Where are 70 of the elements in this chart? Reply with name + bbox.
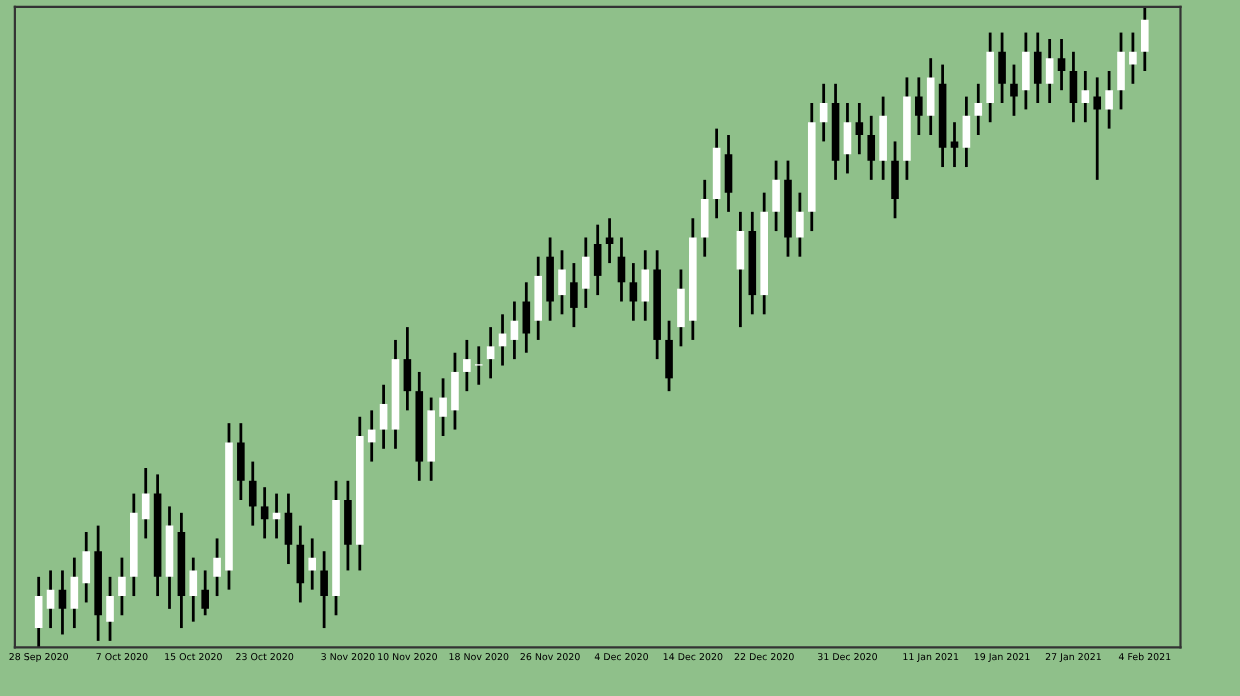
candlestick xyxy=(1069,50,1078,124)
candlestick xyxy=(213,537,221,598)
candlestick xyxy=(1129,31,1137,86)
candlestick xyxy=(974,82,983,137)
candlestick xyxy=(118,556,126,617)
candlestick xyxy=(510,300,519,361)
candlestick xyxy=(534,255,543,342)
candlestick xyxy=(772,159,780,233)
candlestick xyxy=(581,236,590,310)
candlestick xyxy=(522,280,531,355)
candlestick xyxy=(141,466,150,540)
candlestick xyxy=(58,569,67,636)
candlestick xyxy=(570,261,578,329)
candlestick xyxy=(284,492,293,566)
candlestick xyxy=(879,95,887,182)
candlestick xyxy=(593,223,602,297)
candlestick xyxy=(546,236,554,323)
candlestick xyxy=(736,210,745,329)
candlestick xyxy=(403,325,412,412)
candlestick xyxy=(1010,63,1018,118)
candlestick xyxy=(367,408,376,463)
candlestick xyxy=(1022,31,1030,111)
candlestick xyxy=(439,376,447,438)
candlestick xyxy=(819,82,828,143)
candlestick xyxy=(950,120,959,169)
candlestick xyxy=(1140,5,1149,73)
candlestick xyxy=(926,56,935,137)
candlestick xyxy=(106,575,114,643)
candlestick xyxy=(855,101,864,156)
candlestick xyxy=(617,236,626,303)
candlestick xyxy=(260,485,269,540)
candlestick xyxy=(486,325,495,380)
candlestick xyxy=(34,575,43,649)
candlestick xyxy=(189,556,198,624)
candlestick xyxy=(201,569,209,617)
candlestick xyxy=(379,383,388,451)
candlestick xyxy=(344,479,352,572)
candlestick xyxy=(641,248,650,323)
candlestick xyxy=(677,268,685,348)
candlestick xyxy=(843,101,852,175)
candlestick xyxy=(308,537,317,592)
candlestick xyxy=(451,351,459,431)
candlestick xyxy=(296,524,305,604)
candlestick xyxy=(665,319,673,393)
candlestick xyxy=(248,460,257,528)
candlestick xyxy=(1093,76,1102,182)
candlestick xyxy=(1105,69,1113,131)
candlestick xyxy=(1117,31,1125,111)
candlestick xyxy=(70,556,79,630)
candlestick xyxy=(320,549,328,630)
candlestick xyxy=(1081,69,1090,124)
candlestick xyxy=(962,95,971,169)
candlestick xyxy=(82,530,91,604)
candlestick xyxy=(1045,37,1054,105)
candlestick xyxy=(700,178,709,259)
candlestick xyxy=(629,261,638,323)
candlestick xyxy=(915,76,923,137)
candlestick xyxy=(237,421,245,502)
candlestick xyxy=(46,569,55,630)
candlestick xyxy=(724,133,733,214)
candlestick xyxy=(1057,37,1066,92)
candlestick xyxy=(463,338,471,393)
candlestick xyxy=(796,191,804,259)
candlestick xyxy=(1033,31,1042,105)
candlestick xyxy=(998,31,1006,105)
candlestick xyxy=(891,140,899,220)
candlestick xyxy=(867,114,876,182)
candlestick xyxy=(558,248,566,316)
candlestick xyxy=(605,216,614,265)
candlestick xyxy=(474,344,483,387)
